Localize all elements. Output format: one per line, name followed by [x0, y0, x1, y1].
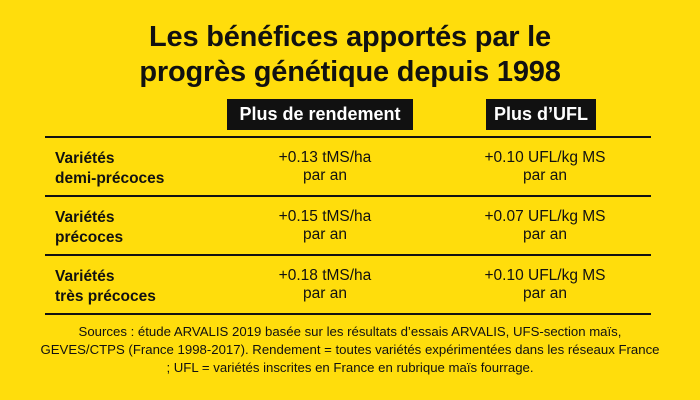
row-label-line-1: Variétés: [55, 268, 115, 285]
ufl-amount: +0.07 UFL/kg MS: [484, 208, 606, 225]
yield-period: par an: [303, 226, 347, 243]
sources-footnote: Sources : étude ARVALIS 2019 basée sur l…: [40, 324, 660, 375]
yield-amount: +0.13 tMS/ha: [278, 149, 372, 166]
ufl-period: par an: [523, 167, 567, 184]
row-label-line-2: très précoces: [55, 288, 156, 305]
ufl-period: par an: [523, 226, 567, 243]
row-label-line-2: précoces: [55, 229, 124, 246]
yield-value: +0.13 tMS/ha par an: [240, 149, 410, 185]
ufl-value: +0.07 UFL/kg MS par an: [445, 208, 645, 244]
table-row: Variétés demi-précoces +0.13 tMS/ha par …: [45, 138, 651, 195]
row-label: Variétés précoces: [55, 208, 123, 248]
table-row: Variétés très précoces +0.18 tMS/ha par …: [45, 256, 651, 313]
ufl-period: par an: [523, 285, 567, 302]
ufl-amount: +0.10 UFL/kg MS: [484, 149, 606, 166]
table-row: Variétés précoces +0.15 tMS/ha par an +0…: [45, 197, 651, 254]
row-label: Variétés très précoces: [55, 267, 156, 307]
yield-value: +0.18 tMS/ha par an: [240, 267, 410, 303]
column-header-ufl: Plus d’UFL: [486, 99, 596, 130]
table-divider-top: [45, 136, 651, 138]
yield-amount: +0.18 tMS/ha: [278, 267, 372, 284]
ufl-value: +0.10 UFL/kg MS par an: [445, 267, 645, 303]
ufl-value: +0.10 UFL/kg MS par an: [445, 149, 645, 185]
table-divider-bottom: [45, 313, 651, 315]
title-line-2: progrès génétique depuis 1998: [139, 56, 561, 88]
yield-period: par an: [303, 285, 347, 302]
yield-amount: +0.15 tMS/ha: [278, 208, 372, 225]
table-divider: [45, 254, 651, 256]
row-label-line-2: demi-précoces: [55, 170, 165, 187]
table-divider: [45, 195, 651, 197]
row-label-line-1: Variétés: [55, 209, 115, 226]
title-line-1: Les bénéfices apportés par le: [149, 21, 551, 53]
ufl-amount: +0.10 UFL/kg MS: [484, 267, 606, 284]
yield-value: +0.15 tMS/ha par an: [240, 208, 410, 244]
yield-period: par an: [303, 167, 347, 184]
infographic-title: Les bénéfices apportés par le progrès gé…: [0, 20, 700, 90]
row-label: Variétés demi-précoces: [55, 149, 164, 189]
row-label-line-1: Variétés: [55, 150, 115, 167]
column-header-yield: Plus de rendement: [227, 99, 413, 130]
